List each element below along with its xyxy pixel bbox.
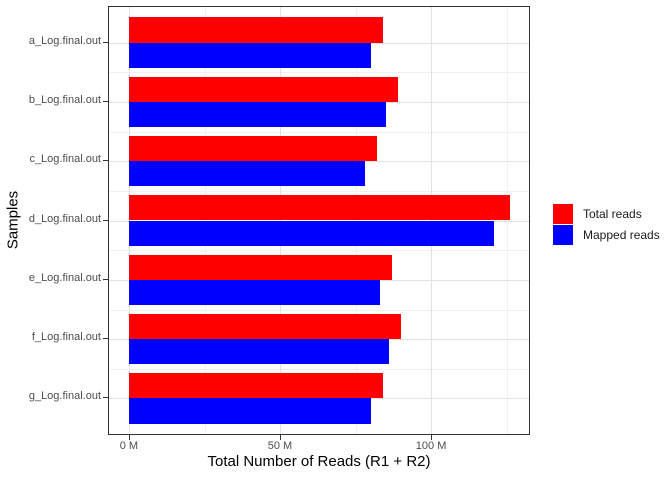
y-tick-label-f: f_Log.final.out [31, 331, 101, 344]
legend-swatch-mapped-reads-icon [553, 225, 573, 245]
y-tick-b [103, 100, 108, 102]
bar-mapped-reads-f [128, 339, 389, 365]
plot-panel-inner [109, 7, 529, 434]
bar-mapped-reads-a [128, 42, 371, 68]
y-tick-label-b: b_Log.final.out [28, 93, 101, 106]
x-tick-label-0: 0 M [119, 440, 139, 452]
y-tick-f [103, 338, 108, 340]
y-tick-label-g: g_Log.final.out [28, 390, 101, 403]
bar-total-reads-g [128, 373, 383, 399]
plot-panel [108, 6, 530, 435]
legend-label-total-reads: Total reads [583, 207, 642, 221]
bar-total-reads-c [128, 136, 377, 162]
legend-swatch-total-reads-icon [553, 204, 573, 224]
bar-mapped-reads-b [128, 101, 386, 128]
gridline-minor-y-2 [109, 190, 529, 192]
y-tick-g [103, 397, 108, 399]
bar-total-reads-d [128, 195, 510, 221]
bar-mapped-reads-d [128, 220, 495, 246]
bar-total-reads-e [128, 254, 392, 280]
gridline-minor-y-5 [109, 368, 529, 370]
x-tick-50 [280, 435, 281, 440]
x-tick-label-50: 50 M [267, 440, 293, 452]
bar-mapped-reads-g [128, 398, 371, 424]
y-tick-label-e: e_Log.final.out [28, 271, 101, 284]
bar-total-reads-f [128, 313, 401, 340]
bar-mapped-reads-e [128, 279, 380, 305]
gridline-minor-y-1 [109, 131, 529, 133]
y-tick-e [103, 278, 108, 280]
y-tick-label-d: d_Log.final.out [28, 212, 101, 225]
gridline-minor-y-4 [109, 309, 529, 311]
y-tick-d [103, 219, 108, 221]
gridline-minor-y-0 [109, 72, 529, 74]
bar-mapped-reads-c [128, 161, 365, 187]
legend-entry-total-reads: Total reads [553, 204, 660, 224]
bar-total-reads-b [128, 76, 398, 102]
x-tick-0 [128, 435, 130, 440]
y-tick-label-c: c_Log.final.out [29, 153, 101, 166]
y-tick-c [103, 160, 108, 162]
legend-label-mapped-reads: Mapped reads [583, 228, 660, 242]
legend: Total reads Mapped reads [553, 204, 660, 246]
x-axis-title: Total Number of Reads (R1 + R2) [207, 453, 431, 470]
y-tick-label-a: a_Log.final.out [28, 34, 101, 47]
bar-total-reads-a [128, 17, 383, 43]
legend-entry-mapped-reads: Mapped reads [553, 225, 660, 245]
y-tick-a [103, 41, 108, 43]
gridline-minor-y-3 [109, 250, 529, 252]
x-tick-100 [431, 435, 433, 440]
x-tick-label-100: 100 M [415, 440, 447, 452]
